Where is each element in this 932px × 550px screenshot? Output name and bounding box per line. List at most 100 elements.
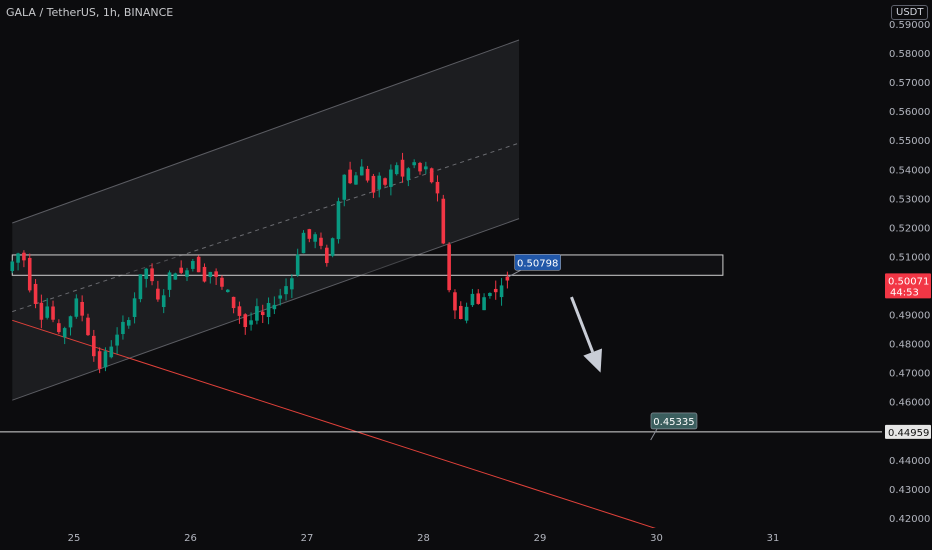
candle-body [86,317,90,336]
price-callout-box [650,412,698,430]
candle-body [249,320,253,325]
candle-body [208,271,213,277]
candle-body [45,306,50,318]
channel-fill [12,40,520,401]
candles [10,152,510,374]
candle-body [33,283,38,304]
candle-body [365,168,370,181]
current-price-badge [885,273,931,299]
candle-body [336,201,341,240]
candle-body [51,306,55,320]
candle-body [80,301,84,316]
candle-body [325,247,329,264]
candle-body [383,178,387,185]
price-callout-pointer [650,428,658,441]
candle-countdown-label: 44:53 [890,287,919,298]
candle-body [161,295,166,308]
candle-body [202,266,207,282]
candle-body [505,276,510,281]
candle-body [144,268,149,279]
candle-body [167,272,172,290]
candle-body [103,351,108,368]
y-tick-label: 0.52000 [889,223,930,234]
candle-body [196,256,201,273]
chart-title: GALA / TetherUS, 1h, BINANCE [6,6,174,19]
y-tick-label: 0.46000 [889,398,930,409]
candle-body [441,198,446,244]
y-tick-label: 0.53000 [889,194,930,205]
candle-body [447,244,451,291]
candle-body [435,181,440,194]
candle-body [173,273,178,280]
candle-body [62,328,67,338]
candle-body [359,166,364,176]
candle-body [394,165,399,175]
candle-body [354,175,358,185]
channel-midline [12,142,520,313]
candle-body [313,234,317,242]
y-tick-label: 0.51000 [889,252,930,263]
candle-body [150,268,154,282]
y-tick-label: 0.56000 [889,107,930,118]
candle-body [493,288,498,293]
candle-body [458,305,463,319]
candle-body [290,278,294,290]
candle-body [488,293,492,297]
price-callout-label: 0.45335 [653,417,694,428]
price-callout-box [514,253,561,271]
candle-body [138,274,143,300]
candle-body [115,334,119,346]
down-arrow-head [583,348,602,373]
channel-upper-line [12,39,520,224]
candle-body [470,293,475,306]
candle-body [301,232,306,254]
candle-body [220,277,224,287]
candle-body [68,316,73,328]
x-tick-label: 29 [534,533,547,544]
current-price-label: 0.50071 [888,276,929,287]
candle-body [74,298,79,317]
candle-body [132,298,137,317]
candle-body [464,306,469,321]
support-price-badge [885,424,931,439]
candle-body [429,168,434,183]
y-tick-label: 0.55000 [889,136,930,147]
x-tick-label: 30 [650,533,663,544]
y-tick-label: 0.49000 [889,311,930,322]
candle-body [156,288,160,300]
down-arrow-shaft [570,296,595,353]
candle-body [266,302,271,318]
candle-body [330,238,335,256]
candle-body [92,335,96,357]
currency-button[interactable]: USDT [891,5,929,20]
y-tick-label: 0.59000 [889,20,930,31]
candle-body [179,267,183,273]
candle-body [295,254,300,276]
candle-body [412,162,416,166]
x-tick-label: 28 [417,533,430,544]
x-tick-label: 25 [68,533,81,544]
candle-body [272,304,277,310]
x-tick-label: 31 [767,533,780,544]
x-tick-label: 27 [301,533,314,544]
candle-body [231,296,236,309]
candle-body [109,346,114,358]
candle-body [16,253,20,263]
channel-lower-line [12,218,520,401]
y-tick-label: 0.43000 [889,485,930,496]
candle-body [57,323,61,333]
candle-body [255,306,259,321]
candle-body [243,314,248,328]
candle-body [424,166,428,170]
candle-body [342,174,347,200]
candle-body [499,285,504,298]
candle-body [214,271,218,277]
candle-body [225,289,230,293]
candle-body [307,229,312,239]
candle-body [389,169,393,187]
y-tick-label: 0.47000 [889,369,930,380]
candle-body [319,237,323,246]
candle-body [476,293,481,304]
support-price-label: 0.44959 [888,428,929,439]
